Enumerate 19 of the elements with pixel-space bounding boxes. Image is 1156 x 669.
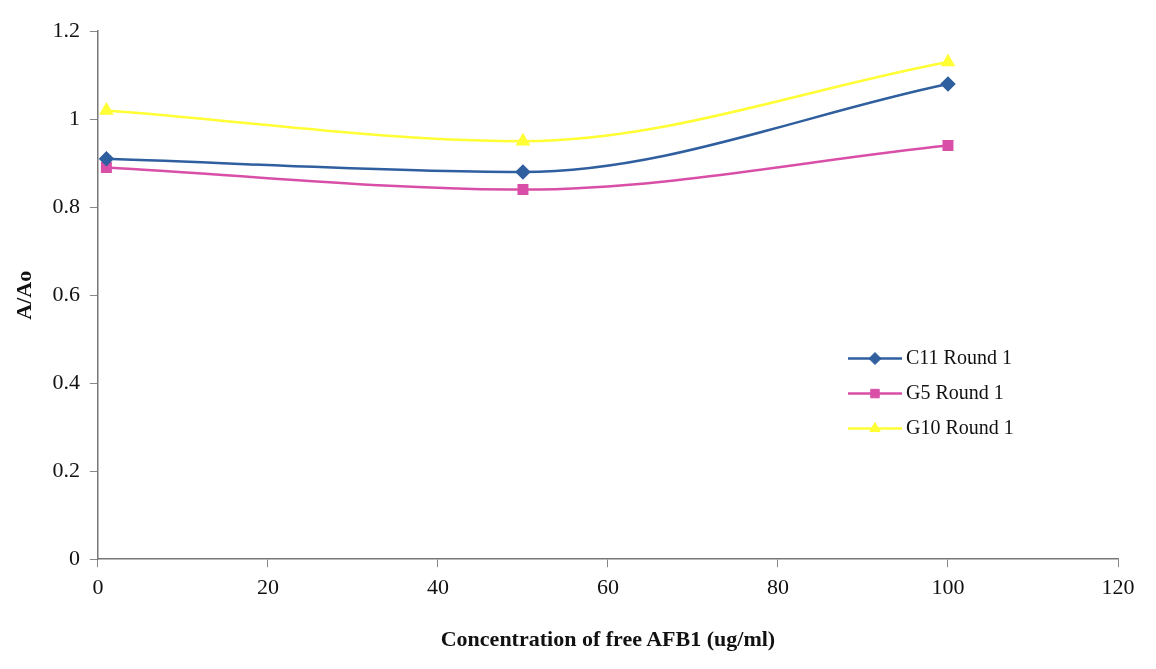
x-tick-label: 120: [1101, 574, 1135, 600]
x-tick-label: 100: [931, 574, 965, 600]
legend-label: C11 Round 1: [906, 345, 1012, 368]
y-tick-label: 0.2: [52, 456, 80, 482]
y-tick-label: 1.2: [52, 16, 80, 42]
x-tick-label: 80: [766, 574, 789, 600]
y-tick-label: 1: [68, 104, 80, 130]
x-axis-title: Concentration of free AFB1 (ug/ml): [440, 626, 776, 652]
y-axis-title: A/Ao: [10, 270, 36, 320]
legend-label: G5 Round 1: [906, 380, 1004, 403]
y-tick-label: 0: [68, 544, 80, 570]
y-tick-label: 0.4: [52, 368, 80, 394]
x-tick-label: 60: [596, 574, 619, 600]
x-tick-label: 20: [256, 574, 279, 600]
x-tick-label: 0: [92, 574, 104, 600]
y-tick-label: 0.6: [52, 280, 80, 306]
y-tick-label: 0.8: [52, 192, 80, 218]
legend-label: G10 Round 1: [906, 415, 1014, 438]
x-tick-label: 40: [426, 574, 449, 600]
